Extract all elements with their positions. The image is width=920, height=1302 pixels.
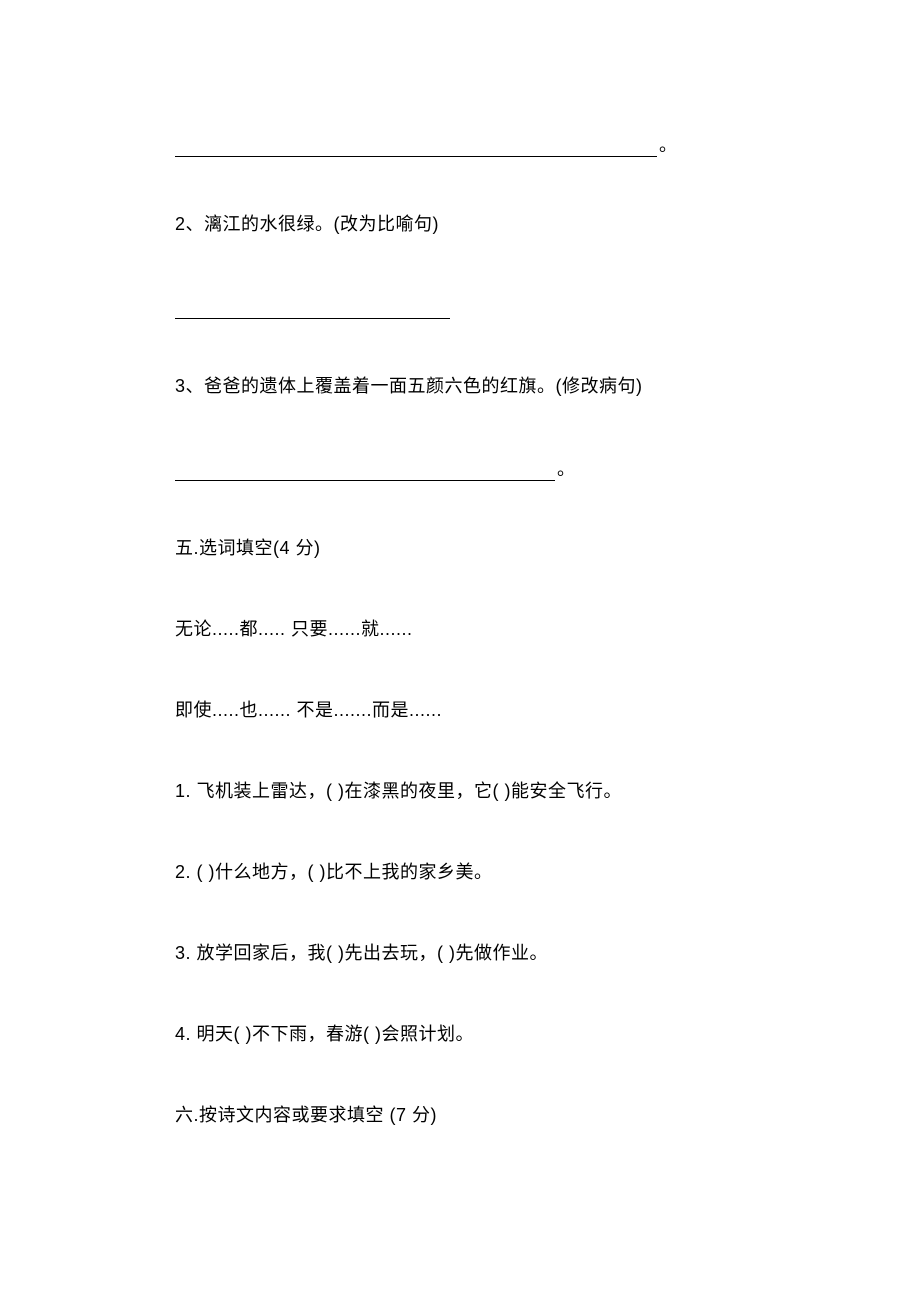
blank-1-suffix: 。 bbox=[659, 131, 677, 157]
question-2: 2、漓江的水很绿。(改为比喻句) bbox=[175, 211, 745, 238]
question-3: 3、爸爸的遗体上覆盖着一面五颜六色的红旗。(修改病句) bbox=[175, 373, 745, 400]
section-5-question-3: 3. 放学回家后，我( )先出去玩，( )先做作业。 bbox=[175, 940, 745, 967]
underline-3 bbox=[175, 480, 555, 481]
answer-blank-3: 。 bbox=[175, 454, 745, 481]
section-6-title: 六.按诗文内容或要求填空 (7 分) bbox=[175, 1102, 745, 1129]
section-5-question-4: 4. 明天( )不下雨，春游( )会照计划。 bbox=[175, 1021, 745, 1048]
underline-1 bbox=[175, 156, 657, 157]
underline-2 bbox=[175, 318, 450, 319]
section-5-title: 五.选词填空(4 分) bbox=[175, 535, 745, 562]
word-options-row-2: 即使.....也...... 不是.......而是...... bbox=[175, 697, 745, 724]
blank-3-suffix: 。 bbox=[557, 455, 575, 481]
answer-blank-1: 。 bbox=[175, 130, 745, 157]
answer-blank-2 bbox=[175, 292, 745, 319]
word-options-row-1: 无论.....都..... 只要......就...... bbox=[175, 616, 745, 643]
section-5-question-2: 2. ( )什么地方，( )比不上我的家乡美。 bbox=[175, 859, 745, 886]
section-5-question-1: 1. 飞机装上雷达，( )在漆黑的夜里，它( )能安全飞行。 bbox=[175, 778, 745, 805]
